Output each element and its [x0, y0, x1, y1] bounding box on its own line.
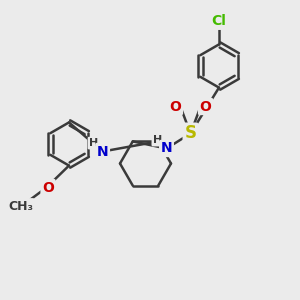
Text: S: S — [184, 124, 196, 142]
Text: O: O — [42, 181, 54, 194]
Text: O: O — [169, 100, 181, 113]
Text: O: O — [200, 100, 211, 113]
Text: N: N — [161, 142, 172, 155]
Text: H: H — [89, 138, 98, 148]
Text: N: N — [97, 145, 108, 158]
Text: Cl: Cl — [212, 14, 226, 28]
Text: H: H — [153, 135, 162, 145]
Text: CH₃: CH₃ — [8, 200, 33, 213]
